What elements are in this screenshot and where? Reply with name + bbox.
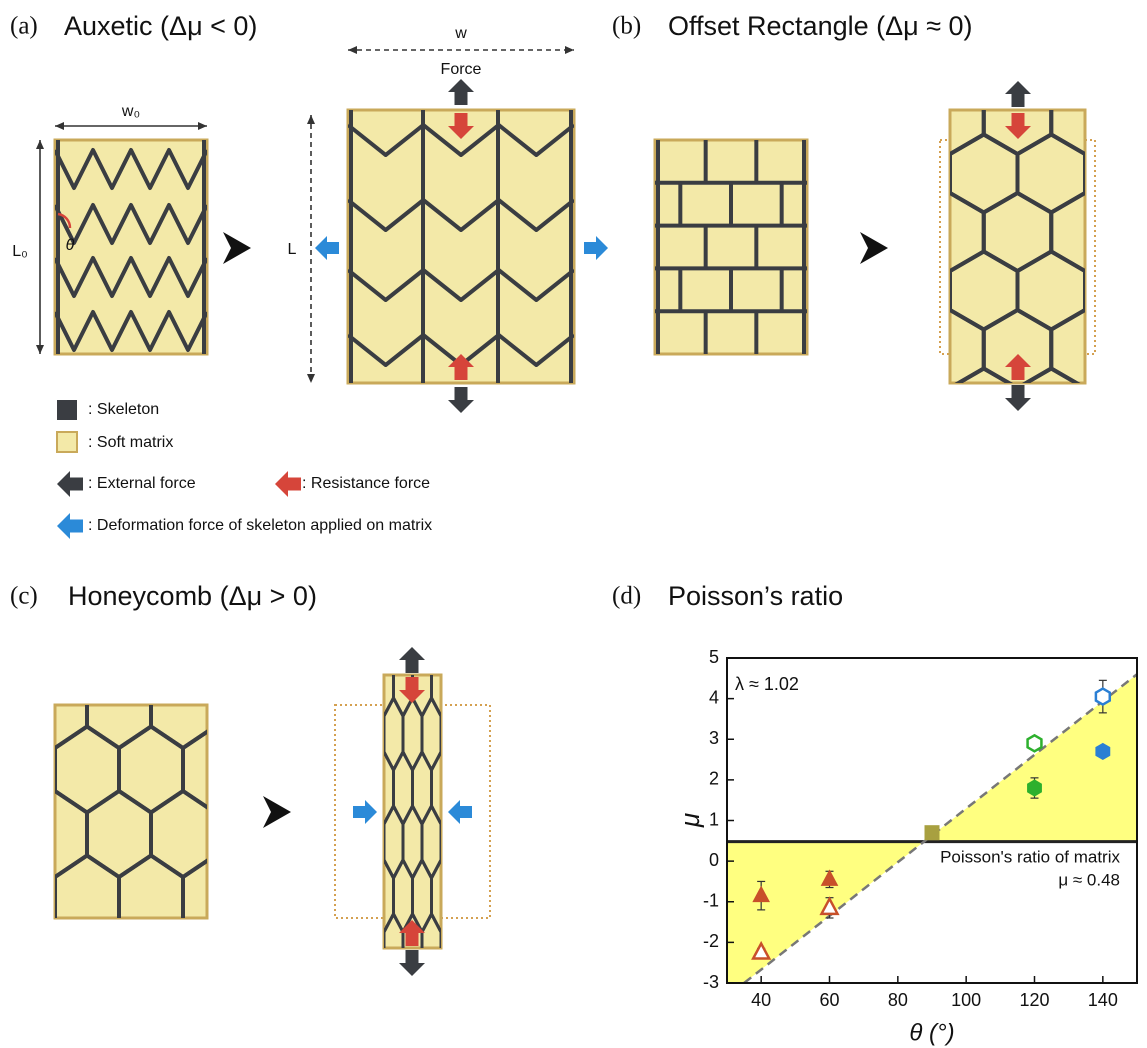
force-arrow	[399, 950, 425, 976]
dimension-head	[348, 46, 357, 54]
x-tick-label: 100	[951, 990, 981, 1010]
soft-matrix	[55, 140, 207, 354]
skeleton-cell	[422, 590, 441, 662]
annotation: w	[454, 25, 467, 42]
force-arrow	[399, 647, 425, 673]
skeleton-cell	[1085, 369, 1147, 447]
skeleton-cell	[1018, 18, 1086, 96]
x-tick-label: 40	[751, 990, 771, 1010]
annotation: : Deformation force of skeleton applied …	[88, 517, 432, 534]
force-arrow	[448, 79, 474, 105]
skeleton-cell	[0, 598, 55, 684]
skeleton-cell	[215, 662, 279, 748]
annotation: θ	[66, 237, 75, 254]
data-point	[925, 826, 939, 840]
skeleton-cell	[849, 193, 917, 271]
skeleton-cell	[365, 698, 384, 770]
skeleton-cell	[247, 856, 311, 942]
panel-label: (a)	[10, 13, 38, 40]
panel-label: (b)	[612, 13, 641, 40]
panel-title: Auxetic (Δμ < 0)	[64, 11, 257, 41]
y-tick-label: 2	[709, 769, 719, 789]
legend-icon	[57, 400, 77, 420]
force-arrow	[448, 387, 474, 413]
force-arrow	[353, 800, 377, 824]
force-arrow	[1005, 81, 1031, 107]
annotation: Poisson's ratio of matrix	[940, 847, 1120, 866]
annotation: Force	[441, 61, 482, 78]
skeleton-cell	[883, 369, 951, 447]
y-tick-label: -2	[703, 931, 719, 951]
y-tick-label: 1	[709, 809, 719, 829]
skeleton-cell	[0, 791, 23, 877]
y-tick-label: -3	[703, 972, 719, 992]
force-arrow	[57, 513, 83, 539]
step-arrow	[263, 796, 291, 828]
skeleton-cell	[441, 590, 460, 662]
data-point	[1096, 743, 1110, 759]
skeleton-cell	[247, 727, 311, 813]
panel-title: Poisson’s ratio	[668, 581, 843, 611]
skeleton-cell	[1085, 18, 1147, 96]
x-axis-label: θ (°)	[909, 1019, 954, 1046]
data-point	[1028, 780, 1042, 796]
dimension-head	[55, 122, 64, 130]
x-tick-label: 120	[1019, 990, 1049, 1010]
soft-matrix	[655, 140, 807, 354]
figure: (a) Auxetic (Δμ < 0) (b) Offset Rectangl…	[0, 0, 1147, 1048]
step-arrow	[223, 232, 251, 264]
annotation: L	[288, 241, 297, 258]
skeleton-cell	[384, 590, 403, 662]
data-point	[1028, 735, 1042, 751]
skeleton-cell	[849, 76, 917, 154]
skeleton-cell	[849, 310, 917, 388]
annotation: L₀	[12, 243, 28, 260]
y-tick-label: 4	[709, 687, 719, 707]
force-arrow	[57, 471, 83, 497]
dimension-head	[565, 46, 574, 54]
force-arrow	[584, 236, 608, 260]
skeleton-cell	[0, 856, 55, 942]
data-point	[1096, 689, 1110, 705]
y-tick-label: 5	[709, 647, 719, 667]
annotation: : Resistance force	[302, 475, 430, 492]
annotation: : Soft matrix	[88, 434, 173, 451]
page: {"panels": { "a": {"label": "(a)", "titl…	[0, 0, 1147, 1048]
y-tick-label: 3	[709, 728, 719, 748]
y-tick-label: 0	[709, 850, 719, 870]
x-tick-label: 140	[1088, 990, 1118, 1010]
panel-title: Offset Rectangle (Δμ ≈ 0)	[668, 11, 973, 41]
panel-label: (c)	[10, 583, 38, 610]
annotation: : Skeleton	[88, 401, 159, 418]
dimension-head	[198, 122, 207, 130]
x-tick-label: 60	[819, 990, 839, 1010]
dimension-head	[307, 115, 315, 124]
force-arrow	[315, 236, 339, 260]
force-arrow	[275, 471, 301, 497]
annotation: w₀	[121, 103, 140, 120]
force-arrow	[1005, 385, 1031, 411]
panel-label: (d)	[612, 583, 641, 610]
annotation: μ ≈ 0.48	[1058, 870, 1120, 889]
dimension-head	[36, 140, 44, 149]
panel-title: Honeycomb (Δμ > 0)	[68, 581, 317, 611]
y-axis-label: μ	[675, 813, 705, 828]
skeleton-cell	[441, 698, 460, 770]
skeleton-cell	[365, 914, 384, 986]
legend-icon	[57, 432, 77, 452]
annotation: : External force	[88, 475, 196, 492]
skeleton-cell	[356, 860, 375, 932]
force-arrow	[448, 800, 472, 824]
skeleton-cell	[0, 662, 23, 748]
dimension-head	[307, 374, 315, 383]
annotation: λ ≈ 1.02	[735, 674, 799, 694]
dimension-head	[36, 345, 44, 354]
soft-matrix	[950, 110, 1085, 383]
skeleton-cell	[365, 590, 384, 662]
x-tick-label: 80	[888, 990, 908, 1010]
skeleton-cell	[441, 914, 460, 986]
step-arrow	[860, 232, 888, 264]
skeleton-cell	[0, 727, 55, 813]
y-tick-label: -1	[703, 891, 719, 911]
